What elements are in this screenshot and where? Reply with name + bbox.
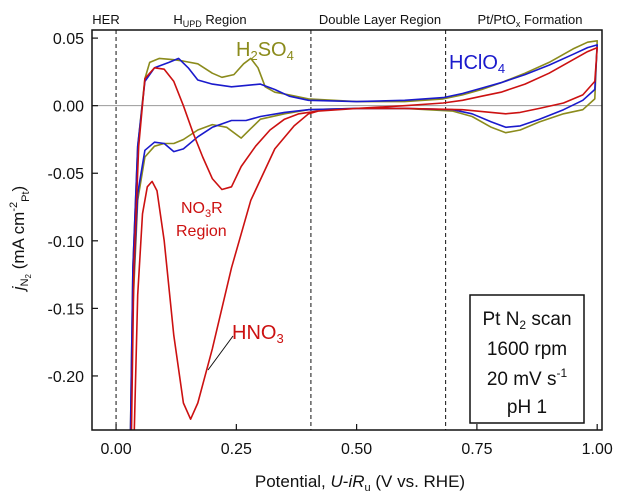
series-line-hclo4	[129, 44, 598, 431]
info-line-rpm: 1600 rpm	[487, 339, 567, 360]
series-line-hno3	[130, 46, 598, 431]
x-tick-label: 0.50	[341, 441, 372, 458]
x-tick-label: 0.75	[461, 441, 492, 458]
y-tick-label: -0.15	[48, 301, 85, 318]
region-label-hupd: HUPD Region	[173, 12, 246, 29]
y-tick-label: 0.00	[53, 99, 84, 116]
y-tick-label: -0.20	[48, 369, 85, 386]
region-divider-lines	[115, 30, 447, 430]
y-tick-label: -0.10	[48, 234, 85, 251]
info-line-ph: pH 1	[507, 397, 547, 418]
plot-frame	[91, 29, 603, 431]
label-no3r-region: Region	[176, 223, 227, 240]
info-box	[469, 294, 585, 424]
label-no3r: NO3R	[181, 200, 223, 220]
info-line-scan: Pt N2 scan	[482, 309, 571, 332]
label-h2so4: H2SO4	[236, 39, 294, 63]
x-tick-label: 1.00	[582, 441, 613, 458]
y-axis-ticks: 0.05 0.00 -0.05 -0.10 -0.15 -0.20	[48, 31, 98, 386]
region-label-her: HER	[92, 12, 119, 27]
x-tick-label: 0.00	[100, 441, 131, 458]
info-line-scanrate: 20 mV s-1	[487, 366, 568, 390]
x-tick-label: 0.25	[221, 441, 252, 458]
region-label-double-layer: Double Layer Region	[319, 12, 441, 27]
x-axis-title: Potential, U-iRu (V vs. RHE)	[255, 472, 465, 494]
region-label-pt-oxide: Pt/PtOx Formation	[478, 12, 583, 29]
x-axis-ticks: 0.00 0.25 0.50 0.75 1.00	[100, 424, 613, 458]
series-lines	[129, 40, 598, 431]
label-hno3: HNO3	[232, 322, 284, 346]
y-tick-label: -0.05	[48, 166, 85, 183]
y-tick-label: 0.05	[53, 31, 84, 48]
label-hno3-leader	[207, 335, 234, 371]
y-axis-title: jN2 (mA cm-2Pt)	[8, 186, 33, 292]
label-hclo4: HClO4	[449, 52, 505, 76]
